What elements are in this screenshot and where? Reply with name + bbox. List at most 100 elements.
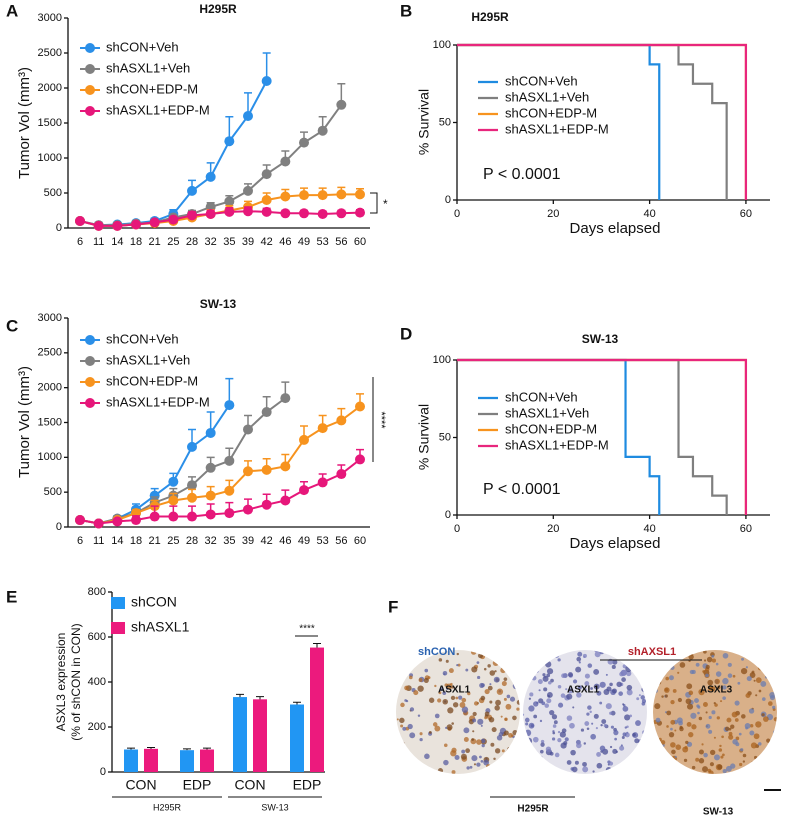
- y-tick-label: 3000: [38, 12, 62, 24]
- cell: [507, 760, 511, 765]
- cell: [728, 731, 733, 736]
- chart-title: H295R: [199, 2, 237, 16]
- cell: [675, 744, 682, 750]
- cell: [706, 656, 713, 663]
- cell: [766, 738, 771, 743]
- cell: [688, 690, 694, 696]
- cell: [445, 726, 448, 730]
- point: [205, 462, 216, 473]
- x-tick-label: 56: [335, 236, 347, 248]
- cell: [705, 723, 711, 729]
- legend-label: shASXL1+Veh: [505, 405, 589, 420]
- cell: [668, 675, 674, 681]
- cell: [532, 736, 539, 743]
- point: [187, 480, 197, 491]
- cell: [577, 685, 582, 690]
- legend-label: shASXL1: [131, 619, 190, 635]
- cell: [605, 767, 612, 773]
- point: [75, 216, 85, 226]
- point: [224, 206, 235, 217]
- cell: [486, 764, 491, 769]
- cell: [751, 657, 755, 661]
- cell: [533, 651, 540, 658]
- cell: [493, 757, 496, 761]
- point: [336, 99, 347, 110]
- cell: [484, 688, 490, 695]
- point: [168, 495, 179, 506]
- cell: [620, 744, 623, 747]
- cell: [749, 672, 756, 678]
- cell: [496, 688, 504, 695]
- cell: [501, 749, 505, 753]
- x-tick-label: 46: [279, 236, 291, 248]
- cell: [461, 749, 466, 754]
- cell: [705, 664, 710, 670]
- cell: [405, 661, 408, 664]
- cell: [564, 737, 569, 742]
- cell: [629, 665, 635, 670]
- cell: [753, 733, 760, 740]
- point: [224, 485, 235, 496]
- cell: [540, 739, 545, 744]
- y-tick-label: 0: [445, 509, 451, 521]
- legend-label: shCON+Veh: [505, 389, 578, 404]
- cell: [409, 732, 416, 739]
- cell: [488, 716, 495, 723]
- cell: [561, 673, 566, 678]
- cell: [443, 673, 446, 676]
- y-tick-label: 2000: [38, 382, 62, 394]
- cell: [627, 761, 633, 766]
- legend-label: shCON+EDP-M: [505, 421, 597, 436]
- cell: [765, 674, 769, 678]
- cell: [489, 765, 494, 770]
- cell: [698, 758, 705, 764]
- cell: [509, 754, 516, 761]
- cell: [653, 737, 659, 744]
- cell: [697, 711, 700, 715]
- point: [205, 427, 216, 438]
- cell: [596, 762, 603, 769]
- cell: [396, 762, 398, 766]
- cell: [546, 698, 552, 704]
- cell: [587, 663, 593, 668]
- cell: [763, 659, 770, 666]
- cell: [552, 731, 556, 735]
- cell: [610, 725, 615, 729]
- cell: [609, 745, 613, 749]
- cell: [458, 695, 463, 700]
- cell: [753, 755, 758, 760]
- cell: [619, 745, 625, 751]
- cell: [731, 711, 738, 718]
- cell: [422, 766, 429, 773]
- y-axis-title: (% of shCON in CON): [69, 623, 83, 740]
- cell: [591, 722, 594, 725]
- point: [243, 466, 253, 477]
- cell: [529, 692, 534, 697]
- cell: [635, 720, 641, 726]
- legend-marker: [85, 398, 95, 408]
- point: [317, 477, 328, 488]
- cell: [409, 707, 415, 712]
- cell: [553, 652, 560, 658]
- bar: [144, 748, 158, 772]
- y-tick-label: 50: [439, 431, 451, 443]
- cell: [410, 662, 415, 667]
- panel-label: C: [6, 316, 18, 335]
- cell: [716, 716, 720, 720]
- cell: [722, 652, 729, 659]
- cell: [772, 730, 777, 735]
- cell: [409, 761, 415, 767]
- point: [355, 401, 365, 412]
- x-tick-label: 21: [149, 236, 161, 248]
- survival-curve: [457, 43, 748, 200]
- cell: [749, 730, 755, 736]
- cell: [396, 664, 399, 669]
- cell: [413, 654, 418, 659]
- cell: [457, 663, 461, 667]
- cell: [512, 729, 518, 736]
- cell: [413, 690, 419, 696]
- cell: [666, 725, 669, 728]
- cell: [480, 683, 485, 688]
- cell: [746, 764, 752, 769]
- cell: [538, 689, 541, 692]
